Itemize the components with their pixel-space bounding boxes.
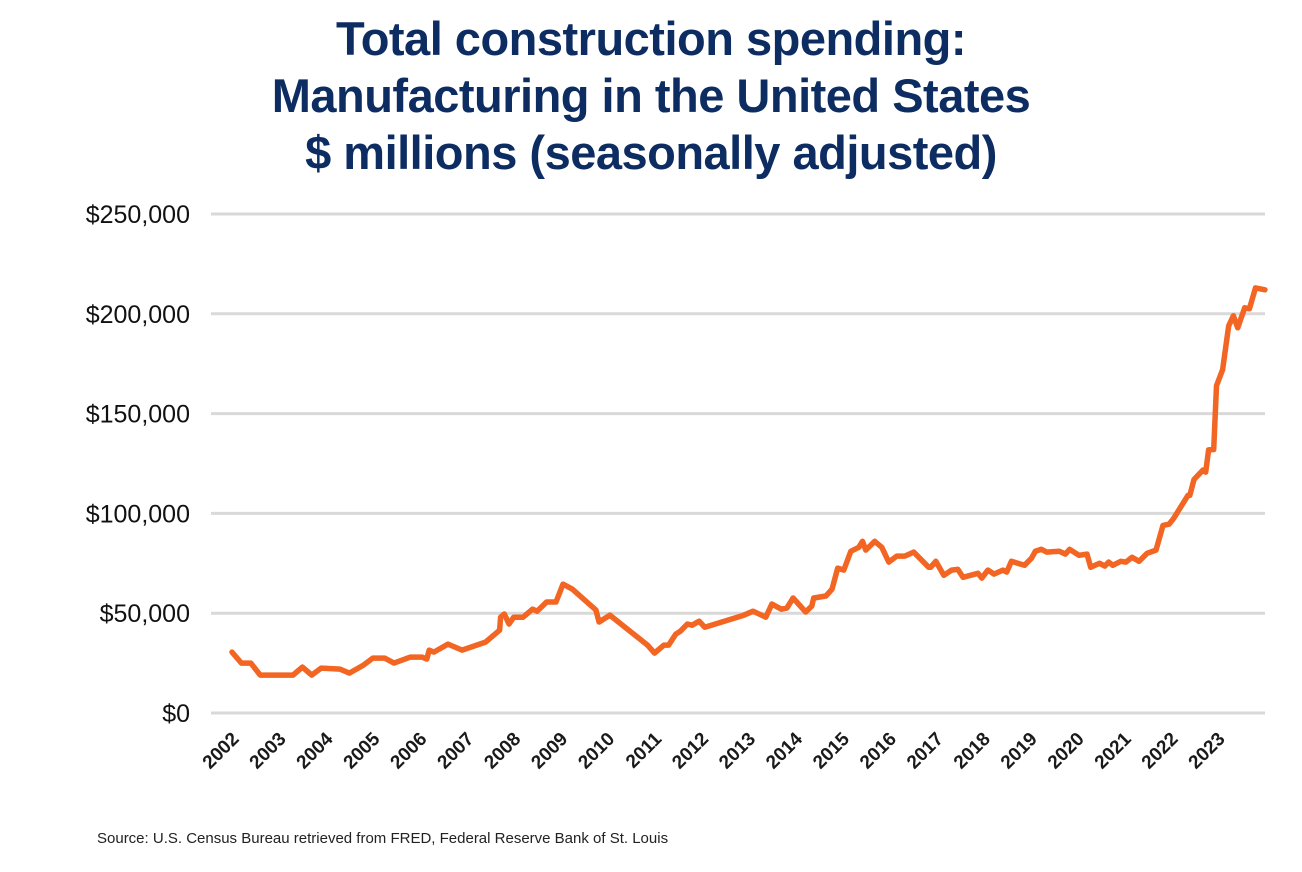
x-tick-label: 2012 [668, 729, 713, 774]
y-tick-label: $250,000 [86, 201, 190, 229]
x-tick-label: 2003 [246, 729, 291, 774]
chart-title: Total construction spending: Manufacturi… [0, 10, 1302, 181]
x-tick-label: 2013 [715, 729, 760, 774]
x-axis-ticks: 2002 2003 2004 2005 2006 2007 2008 2009 2010 2011… [199, 728, 1230, 773]
chart-title-line-2: Manufacturing in the United States [271, 69, 1031, 122]
x-tick-label: 2005 [340, 728, 385, 773]
x-tick-label: 2023 [1185, 729, 1230, 774]
x-tick-label: 2008 [480, 729, 525, 774]
y-tick-label: $50,000 [100, 600, 190, 628]
x-tick-label: 2004 [293, 728, 338, 773]
series-manufacturing-spending [229, 285, 1268, 678]
series-line [229, 285, 1268, 678]
x-tick-label: 2009 [527, 729, 572, 774]
x-tick-label: 2020 [1044, 729, 1089, 774]
x-tick-label: 2006 [387, 729, 432, 774]
x-tick-label: 2021 [1091, 728, 1136, 773]
y-tick-label: $200,000 [86, 301, 190, 329]
x-tick-label: 2011 [622, 728, 666, 772]
x-tick-label: 2007 [434, 729, 479, 774]
chart-title-line-3: $ millions (seasonally adjusted) [305, 126, 997, 179]
x-tick-label: 2019 [997, 729, 1042, 774]
x-tick-label: 2017 [903, 729, 948, 774]
x-tick-label: 2010 [574, 729, 619, 774]
chart-title-line-1: Total construction spending: [335, 12, 967, 65]
x-tick-label: 2016 [856, 729, 901, 774]
x-tick-label: 2002 [199, 729, 244, 774]
x-tick-label: 2018 [950, 729, 995, 774]
x-tick-label: 2015 [809, 728, 854, 773]
x-tick-label: 2022 [1138, 729, 1183, 774]
gridlines [211, 212, 1265, 715]
y-axis-ticks: $0 $50,000 $100,000 $150,000 $200,000 $250,00… [86, 201, 190, 728]
x-tick-label: 2014 [762, 728, 807, 773]
y-tick-label: $100,000 [86, 500, 190, 528]
y-tick-label: $0 [162, 700, 190, 728]
source-note: Source: U.S. Census Bureau retrieved fro… [97, 830, 669, 847]
y-tick-label: $150,000 [86, 401, 190, 429]
